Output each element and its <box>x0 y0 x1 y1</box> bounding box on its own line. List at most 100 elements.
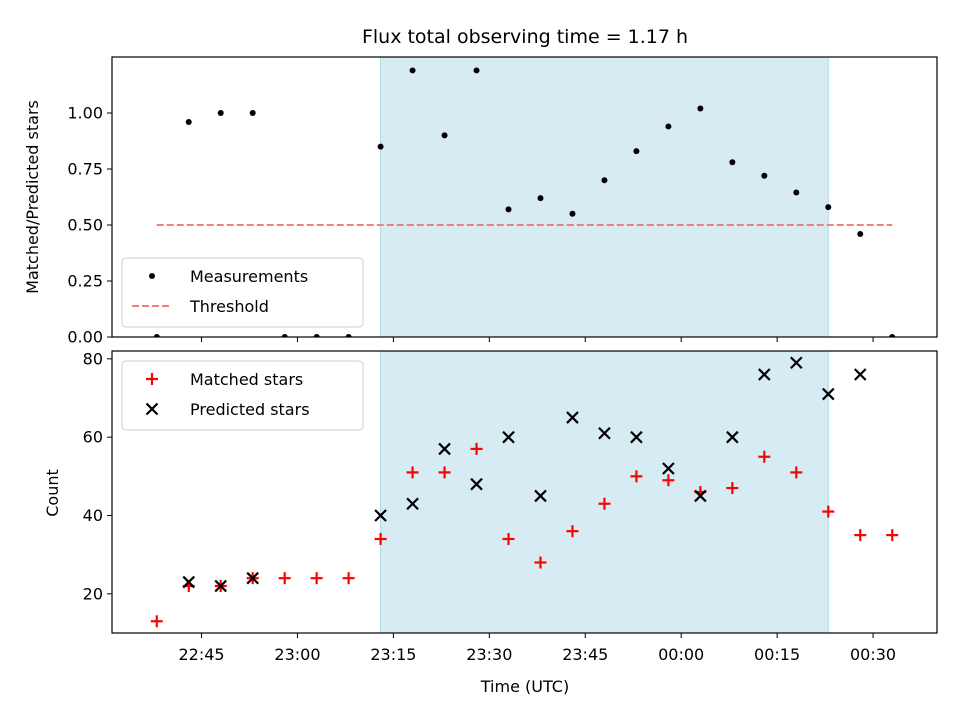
measurement-point <box>153 334 160 337</box>
predicted-star-point <box>694 489 707 503</box>
bottom-y-tick-label: 20 <box>83 584 103 603</box>
measurement-point <box>217 110 224 116</box>
legend-label: Matched stars <box>190 370 303 389</box>
top-axes-frame <box>111 56 938 338</box>
predicted-star-point <box>182 575 196 589</box>
matched-star-point <box>726 482 739 495</box>
legend-label: Threshold <box>189 297 269 316</box>
predicted-star-point <box>630 430 643 444</box>
measurement-point <box>377 143 384 150</box>
predicted-star-point <box>790 356 803 370</box>
measurement-point <box>441 132 448 139</box>
matched-star-point <box>566 525 579 538</box>
matched-star-point <box>758 450 771 463</box>
matched-star-point <box>406 466 419 479</box>
predicted-star-point <box>502 430 515 444</box>
measurement-point <box>569 210 576 217</box>
measurement-point <box>697 105 704 112</box>
measurement-point <box>537 195 544 202</box>
matched-star-point <box>854 529 867 542</box>
measurement-point <box>633 148 640 155</box>
measurement-point <box>825 204 832 211</box>
matched-star-point <box>886 529 899 542</box>
measurement-point <box>729 159 736 166</box>
measurement-point <box>473 67 480 74</box>
matched-star-point <box>374 533 387 545</box>
top-y-tick-label: 1.00 <box>67 104 103 123</box>
bottom-plot-area <box>150 356 899 628</box>
bottom-y-tick-label: 80 <box>83 349 103 368</box>
predicted-star-point <box>726 430 739 444</box>
x-axis-label: Time (UTC) <box>480 677 569 696</box>
x-tick-label: 00:15 <box>754 645 800 664</box>
matched-star-point <box>438 466 451 479</box>
legend-measurement-swatch <box>149 273 155 279</box>
measurement-point <box>889 334 896 337</box>
top-plot-area <box>153 67 896 337</box>
bottom-highlight-span <box>380 350 829 634</box>
bottom-axes-frame <box>111 350 938 634</box>
measurement-point <box>665 123 672 130</box>
legend-predicted-swatch <box>145 402 159 416</box>
measurement-point <box>281 334 288 337</box>
top-y-tick-label: 0.50 <box>67 216 103 235</box>
predicted-star-point <box>246 571 259 585</box>
matched-star-point <box>278 572 291 585</box>
predicted-star-point <box>566 411 579 424</box>
top-highlight-span <box>380 56 829 338</box>
chart-title: Flux total observing time = 1.17 h <box>362 26 688 48</box>
top-y-tick-label: 0.25 <box>67 272 103 291</box>
measurement-point <box>313 334 320 337</box>
top-y-tick-label: 0.00 <box>67 328 103 347</box>
matched-star-point <box>790 466 803 479</box>
predicted-star-point <box>662 462 675 475</box>
measurement-point <box>505 206 512 213</box>
measurement-point <box>345 334 352 337</box>
bottom-y-axis-label: Count <box>43 469 62 517</box>
predicted-star-point <box>438 442 451 456</box>
measurement-point <box>409 67 416 74</box>
matched-star-point <box>630 470 643 483</box>
measurement-point <box>793 189 800 196</box>
x-tick-label: 00:30 <box>850 645 896 664</box>
predicted-star-point <box>214 579 227 593</box>
top-legend <box>121 257 364 328</box>
measurement-point <box>249 110 256 116</box>
top-panel: 0.00 0.25 0.50 0.75 1.00 Measurements Threshol… <box>67 56 938 347</box>
predicted-star-point <box>534 489 547 503</box>
predicted-star-point <box>374 509 387 522</box>
measurement-point <box>601 177 608 184</box>
bottom-y-tick-label: 40 <box>83 506 103 525</box>
predicted-star-point <box>853 368 867 381</box>
top-y-tick-label: 0.75 <box>67 160 103 179</box>
legend-matched-swatch <box>146 373 158 385</box>
matched-star-point <box>310 572 323 585</box>
matched-star-point <box>534 556 547 569</box>
bottom-panel: 20 40 60 80 22:45 23:00 23:15 23:30 23:45 00:00 00… <box>83 349 938 664</box>
predicted-star-point <box>598 426 611 440</box>
legend-label: Predicted stars <box>190 400 310 419</box>
bottom-y-tick-label: 60 <box>83 428 103 447</box>
matched-star-point <box>470 442 483 455</box>
x-tick-label: 23:45 <box>562 645 608 664</box>
bottom-legend <box>121 360 364 431</box>
matched-star-point <box>150 615 163 628</box>
matched-star-point <box>822 505 835 518</box>
x-tick-label: 22:45 <box>178 645 224 664</box>
x-tick-label: 23:15 <box>370 645 416 664</box>
x-tick-label: 23:00 <box>274 645 320 664</box>
measurement-point <box>857 230 864 237</box>
top-y-axis-label: Matched/Predicted stars <box>23 100 42 294</box>
x-tick-label: 23:30 <box>466 645 512 664</box>
predicted-star-point <box>406 497 419 511</box>
predicted-star-point <box>822 387 835 401</box>
predicted-star-point <box>470 477 483 491</box>
matched-star-point <box>662 474 675 487</box>
measurement-point <box>185 118 192 125</box>
matched-star-point <box>502 533 515 545</box>
legend-label: Measurements <box>190 267 308 286</box>
measurement-point <box>761 172 768 179</box>
matched-star-point <box>598 497 611 510</box>
predicted-star-point <box>758 368 771 381</box>
